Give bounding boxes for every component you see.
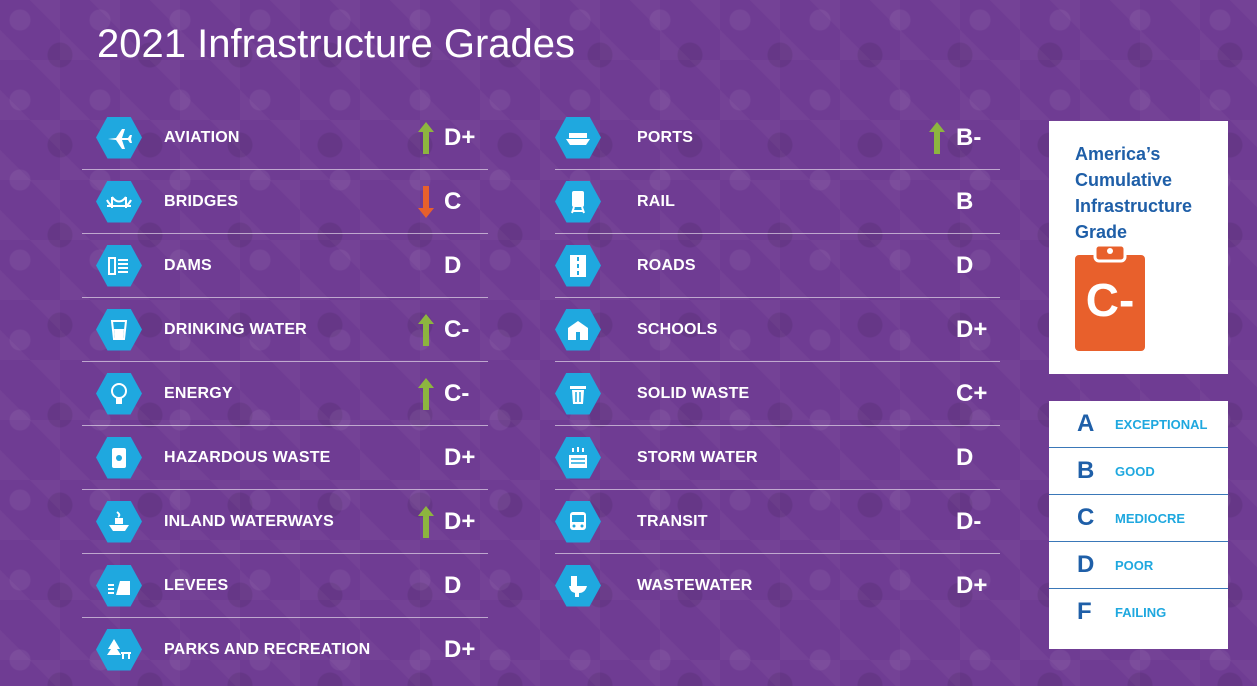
category-row-storm-water: STORM WATER D — [555, 426, 1000, 490]
legend-description: FAILING — [1115, 604, 1167, 620]
category-grade: D+ — [444, 443, 476, 471]
category-label: DAMS — [164, 256, 212, 274]
legend-description: EXCEPTIONAL — [1115, 416, 1208, 432]
trash-can-icon — [555, 372, 601, 415]
category-label: TRANSIT — [637, 512, 708, 530]
arrow-up-icon — [929, 121, 945, 154]
category-row-drinking-water: DRINKING WATER C- — [82, 298, 488, 362]
category-grade: D — [956, 251, 974, 279]
right-category-column: PORTS B- RAIL B ROADS D SCHOOLS D+ SOLID WASTE C+… — [555, 106, 1000, 617]
category-grade: C- — [444, 379, 470, 407]
category-label: BRIDGES — [164, 192, 239, 210]
boat-icon — [96, 500, 142, 543]
grade-legend: A EXCEPTIONAL B GOOD C MEDIOCRE D POOR F FAILING — [1049, 401, 1228, 649]
levee-icon — [96, 564, 142, 607]
legend-description: POOR — [1115, 557, 1154, 573]
category-row-transit: TRANSIT D- — [555, 490, 1000, 554]
category-grade: D- — [956, 507, 982, 535]
category-row-rail: RAIL B — [555, 170, 1000, 234]
legend-row-d: D POOR — [1049, 542, 1228, 589]
category-row-wastewater: WASTEWATER D+ — [555, 554, 1000, 617]
category-row-levees: LEVEES D — [82, 554, 488, 618]
hazard-barrel-icon — [96, 436, 142, 479]
category-label: ROADS — [637, 256, 696, 274]
legend-row-c: C MEDIOCRE — [1049, 495, 1228, 542]
category-row-solid-waste: SOLID WASTE C+ — [555, 362, 1000, 426]
category-row-bridges: BRIDGES C — [82, 170, 488, 234]
legend-letter: A — [1077, 410, 1095, 437]
clipboard-icon — [1075, 245, 1145, 351]
category-grade: B — [956, 187, 974, 215]
category-grade: D+ — [956, 315, 988, 343]
category-row-ports: PORTS B- — [555, 106, 1000, 170]
legend-row-f: F FAILING — [1049, 589, 1228, 635]
category-grade: D — [444, 571, 462, 599]
arrow-down-icon — [418, 185, 434, 218]
cumulative-grade-value: C- — [1085, 274, 1135, 326]
category-row-dams: DAMS D — [82, 234, 488, 298]
left-category-column: AVIATION D+ BRIDGES C DAMS D DRINKING WATER C- E… — [82, 106, 488, 681]
road-icon — [555, 244, 601, 287]
ship-icon — [555, 116, 601, 159]
dam-icon — [96, 244, 142, 287]
category-grade: C- — [444, 315, 470, 343]
category-label: RAIL — [637, 192, 676, 210]
water-glass-icon — [96, 308, 142, 351]
bus-icon — [555, 500, 601, 543]
cumulative-grade-card: America’s Cumulative Infrastructure Grad… — [1049, 121, 1228, 374]
category-row-parks-and-recreation: PARKS AND RECREATION D+ — [82, 618, 488, 681]
arrow-up-icon — [418, 121, 434, 154]
category-row-schools: SCHOOLS D+ — [555, 298, 1000, 362]
legend-row-a: A EXCEPTIONAL — [1049, 401, 1228, 448]
lightbulb-icon — [96, 372, 142, 415]
category-label: WASTEWATER — [637, 576, 753, 594]
bridge-icon — [96, 180, 142, 223]
category-row-inland-waterways: INLAND WATERWAYS D+ — [82, 490, 488, 554]
legend-description: MEDIOCRE — [1115, 510, 1186, 526]
category-label: HAZARDOUS WASTE — [164, 448, 331, 466]
category-label: INLAND WATERWAYS — [164, 512, 335, 530]
category-row-roads: ROADS D — [555, 234, 1000, 298]
arrow-up-icon — [418, 377, 434, 410]
legend-letter: F — [1077, 598, 1092, 625]
storm-drain-icon — [555, 436, 601, 479]
airplane-icon — [96, 116, 142, 159]
arrow-up-icon — [418, 313, 434, 346]
train-icon — [555, 180, 601, 223]
category-label: PORTS — [637, 128, 694, 146]
category-label: LEVEES — [164, 576, 229, 594]
toilet-icon — [555, 564, 601, 607]
category-label: STORM WATER — [637, 448, 758, 466]
legend-description: GOOD — [1115, 463, 1155, 479]
category-grade: D — [444, 251, 462, 279]
legend-letter: D — [1077, 551, 1095, 578]
category-grade: B- — [956, 123, 982, 151]
category-grade: D+ — [444, 123, 476, 151]
category-label: AVIATION — [164, 128, 240, 146]
legend-letter: B — [1077, 457, 1095, 484]
cumulative-grade-title: America’s Cumulative Infrastructure Grad… — [1075, 144, 1193, 242]
category-row-energy: ENERGY C- — [82, 362, 488, 426]
category-label: DRINKING WATER — [164, 320, 307, 338]
category-label: SOLID WASTE — [637, 384, 750, 402]
legend-row-b: B GOOD — [1049, 448, 1228, 495]
legend-letter: C — [1077, 504, 1095, 531]
category-row-aviation: AVIATION D+ — [82, 106, 488, 170]
category-label: ENERGY — [164, 384, 233, 402]
category-grade: D — [956, 443, 974, 471]
category-grade: D+ — [444, 507, 476, 535]
category-label: SCHOOLS — [637, 320, 718, 338]
school-icon — [555, 308, 601, 351]
arrow-up-icon — [418, 505, 434, 538]
category-grade: D+ — [956, 571, 988, 599]
category-label: PARKS AND RECREATION — [164, 640, 371, 658]
category-grade: D+ — [444, 635, 476, 663]
page-title: 2021 Infrastructure Grades — [97, 22, 576, 66]
category-grade: C+ — [956, 379, 988, 407]
category-grade: C — [444, 187, 462, 215]
park-tree-icon — [96, 628, 142, 671]
category-row-hazardous-waste: HAZARDOUS WASTE D+ — [82, 426, 488, 490]
